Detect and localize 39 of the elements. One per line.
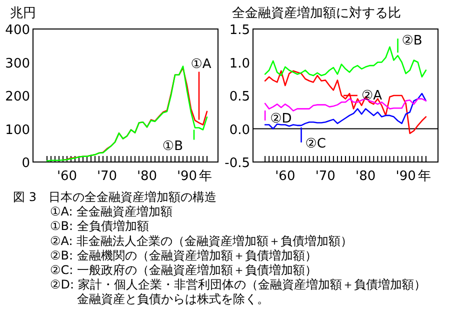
x-tick-label: '90 bbox=[396, 169, 416, 184]
y-tick-label: 1.0 bbox=[229, 56, 250, 72]
x-tick-label: '90 bbox=[176, 169, 198, 184]
text: ②C: 一般政府の（金融資産増加額＋負債増加額） bbox=[50, 263, 317, 277]
x-tick-label: '60 bbox=[56, 169, 78, 184]
y-tick-label: 0.0 bbox=[229, 122, 250, 138]
series-label: ①A bbox=[190, 56, 212, 72]
y-axis-title: 兆円 bbox=[10, 6, 36, 21]
line-series bbox=[264, 46, 427, 78]
y-tick-label: 0.5 bbox=[229, 90, 250, 104]
legend-label: ②C bbox=[305, 136, 326, 152]
x-tick-label: '70 bbox=[96, 169, 118, 184]
text: 金融資産と負債からは株式を除く。 bbox=[77, 292, 269, 306]
y-tick-label: 100 bbox=[5, 122, 30, 138]
x-tick-label: '80 bbox=[356, 169, 376, 184]
caption: 図 3 日本の全金融資産増加額の構造 bbox=[13, 190, 216, 204]
legend-label: ①B bbox=[162, 138, 183, 154]
text: ①B: 全負債増加額 bbox=[50, 219, 149, 234]
text: ②A: 非金融法人企業の（金融資産増加額＋負債増加額） bbox=[50, 234, 353, 248]
y-tick-label: 400 bbox=[5, 23, 30, 38]
legend-label: ②A bbox=[361, 88, 382, 104]
x-axis-title: 年 bbox=[199, 169, 212, 184]
text: ①A: 全金融資産増加額 bbox=[50, 204, 173, 219]
x-axis-title: 年 bbox=[418, 169, 431, 184]
x-tick-label: '60 bbox=[275, 169, 296, 184]
y-tick-label: -0.5 bbox=[224, 156, 250, 171]
y-tick-label: 1.5 bbox=[229, 23, 250, 38]
y-tick-label: 300 bbox=[5, 56, 30, 72]
text: ②D: 家計・個人企業・非営利団体の（金融資産増加額＋負債増加額） bbox=[50, 278, 426, 292]
x-tick-label: '80 bbox=[136, 169, 158, 184]
legend-label: ②B bbox=[402, 34, 422, 49]
line-series bbox=[264, 70, 427, 134]
y-axis-title: 全金融資産増加額に対する比 bbox=[232, 5, 401, 21]
text: ②B: 金融機関の（金融資産増加額＋負債増加額） bbox=[50, 248, 317, 262]
legend-label: ②D bbox=[270, 111, 292, 126]
x-tick-label: '70 bbox=[315, 169, 336, 184]
y-tick-label: 200 bbox=[5, 90, 30, 104]
line-series bbox=[264, 98, 427, 112]
y-tick-label: 0 bbox=[22, 156, 30, 171]
